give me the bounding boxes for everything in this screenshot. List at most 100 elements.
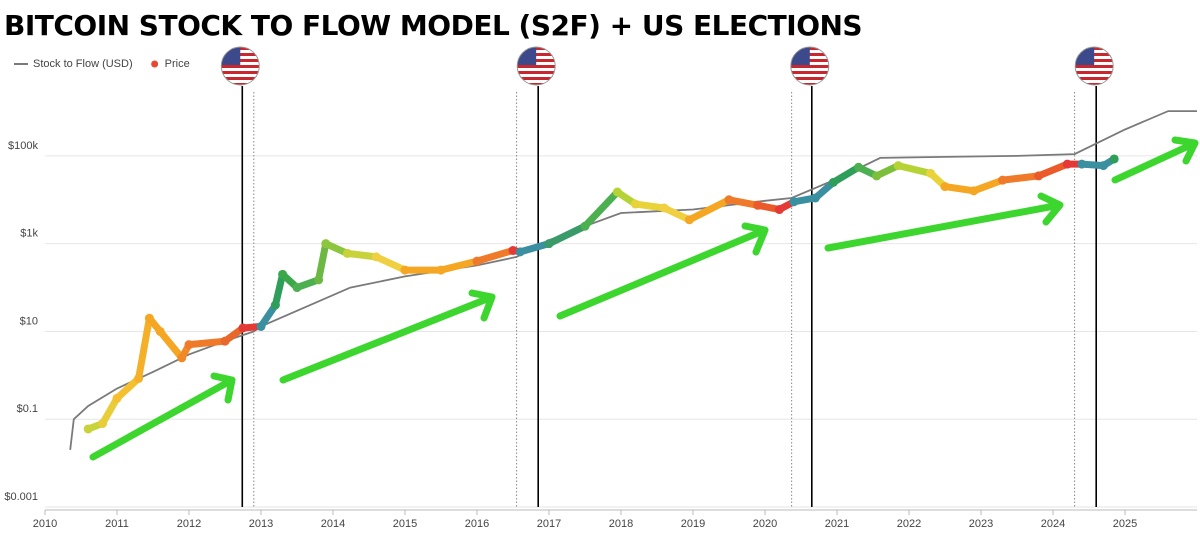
legend-label: Price bbox=[165, 58, 190, 70]
price-segment bbox=[99, 394, 121, 427]
price-dot bbox=[508, 245, 518, 255]
price-dot bbox=[342, 248, 352, 258]
price-dot bbox=[872, 171, 882, 181]
x-tick-label: 2019 bbox=[681, 518, 705, 530]
price-segment bbox=[135, 314, 153, 382]
x-tick-label: 2020 bbox=[753, 518, 777, 530]
price-segment bbox=[545, 222, 589, 248]
y-tick-label: $1k bbox=[20, 228, 38, 240]
x-tick-label: 2014 bbox=[321, 518, 345, 530]
price-dot bbox=[1098, 161, 1108, 171]
price-segment bbox=[1035, 160, 1071, 180]
price-segment bbox=[156, 327, 186, 362]
price-dot bbox=[144, 313, 154, 323]
price-dot bbox=[98, 418, 108, 428]
price-segment bbox=[660, 204, 693, 224]
price-dot bbox=[940, 182, 950, 192]
price-segment bbox=[315, 240, 330, 284]
x-tick-label: 2015 bbox=[393, 518, 417, 530]
x-tick-label: 2021 bbox=[825, 518, 849, 530]
price-dot bbox=[371, 252, 381, 262]
price-dot bbox=[472, 256, 482, 266]
price-segment bbox=[685, 196, 733, 224]
price-dot bbox=[753, 200, 763, 210]
price-dot bbox=[134, 373, 144, 383]
price-segment bbox=[473, 246, 517, 265]
price-dot bbox=[278, 269, 288, 279]
arrow bbox=[824, 192, 1064, 252]
price-segment bbox=[113, 374, 143, 402]
y-tick-label: $100k bbox=[8, 140, 38, 152]
us-flag bbox=[1074, 46, 1114, 86]
price-dot bbox=[969, 186, 979, 196]
price-dot bbox=[292, 283, 302, 293]
price-dot bbox=[1077, 159, 1087, 169]
plot-area: $0.001 $0.1 $10 $1k $100k 2010 2011 2012 2013 201… bbox=[4, 46, 1197, 530]
chart-title: BITCOIN STOCK TO FLOW MODEL (S2F) + US E… bbox=[4, 9, 862, 42]
s2f-line bbox=[69, 110, 1197, 451]
price-dot bbox=[926, 168, 936, 178]
price-dot bbox=[724, 195, 734, 205]
price-dot bbox=[854, 162, 864, 172]
price-dot bbox=[177, 353, 187, 363]
price-dot bbox=[515, 247, 525, 257]
x-tick-label: 2025 bbox=[1113, 518, 1137, 530]
price-dot bbox=[314, 275, 324, 285]
legend-label: Stock to Flow (USD) bbox=[33, 58, 133, 70]
x-tick-label: 2018 bbox=[609, 518, 633, 530]
arrow bbox=[1111, 136, 1199, 184]
price-dot bbox=[544, 239, 554, 249]
x-tick-label: 2023 bbox=[969, 518, 993, 530]
x-tick-label: 2017 bbox=[537, 518, 561, 530]
price-dot bbox=[810, 193, 820, 203]
x-tick-label: 2016 bbox=[465, 518, 489, 530]
price-segment bbox=[970, 176, 1007, 195]
price-segment bbox=[999, 172, 1043, 184]
price-segment bbox=[725, 196, 762, 209]
price-segment bbox=[581, 188, 621, 230]
trend-arrows bbox=[89, 136, 1199, 461]
price-dot bbox=[630, 199, 640, 209]
price-dot bbox=[1109, 154, 1119, 164]
price-dot bbox=[1034, 171, 1044, 181]
price-dot bbox=[1062, 159, 1072, 169]
us-flag bbox=[516, 46, 556, 86]
price-segment bbox=[437, 257, 481, 274]
x-tick-label: 2011 bbox=[105, 518, 129, 530]
price-dot bbox=[112, 393, 122, 403]
y-tick-label: $10 bbox=[20, 315, 38, 327]
x-tick-label: 2024 bbox=[1041, 518, 1065, 530]
arrow bbox=[556, 222, 769, 320]
price-dot bbox=[321, 239, 331, 249]
price-segment bbox=[372, 253, 409, 274]
price-dot bbox=[580, 221, 590, 231]
price-dot bbox=[270, 300, 280, 310]
price-dot bbox=[828, 177, 838, 187]
x-tick-label: 2012 bbox=[177, 518, 201, 530]
x-tick-label: 2010 bbox=[33, 518, 57, 530]
price-dot bbox=[684, 215, 694, 225]
price-dot bbox=[238, 323, 248, 333]
price-segment bbox=[343, 249, 380, 261]
price-dot bbox=[998, 175, 1008, 185]
us-flag bbox=[220, 46, 260, 86]
x-tick-label: 2022 bbox=[897, 518, 921, 530]
price-dot bbox=[436, 265, 446, 275]
price-dot bbox=[612, 187, 622, 197]
x-tick-label: 2013 bbox=[249, 518, 273, 530]
price-dot bbox=[155, 326, 165, 336]
price-dot bbox=[256, 321, 266, 331]
price-dot bbox=[400, 265, 410, 275]
price-segment bbox=[271, 270, 287, 309]
price-dot bbox=[83, 424, 93, 434]
price-dot bbox=[774, 205, 784, 215]
price-dot bbox=[184, 340, 194, 350]
arrow bbox=[279, 289, 496, 384]
arrow bbox=[89, 372, 236, 461]
price-dot bbox=[789, 197, 799, 207]
price-segment bbox=[185, 337, 229, 349]
price-segment bbox=[829, 163, 863, 186]
us-flag bbox=[790, 46, 830, 86]
price-dot bbox=[893, 161, 903, 171]
